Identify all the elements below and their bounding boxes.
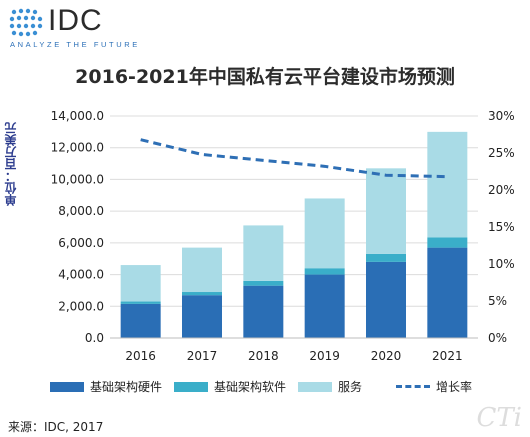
bar-services-2020 [366, 168, 406, 254]
legend-swatch-hardware [50, 381, 84, 392]
source-note: 来源：IDC, 2017 [8, 420, 104, 434]
bar-services-2019 [304, 198, 345, 269]
legend-item-growth: 增长率 [396, 378, 472, 395]
y-right-tick-label: 20% [488, 183, 515, 197]
bar-hardware-2019 [304, 274, 345, 338]
globe-icon [9, 8, 43, 37]
bar-software-2021 [427, 237, 468, 248]
legend-swatch-services [298, 381, 332, 392]
watermark: CTi [476, 403, 522, 433]
bar-software-2018 [243, 280, 284, 286]
legend-swatch-software [174, 381, 208, 392]
y-right-tick-label: 0% [488, 331, 507, 345]
y-right-tick-label: 10% [488, 257, 515, 271]
legend: 基础架构硬件 基础架构软件 服务 增长率 [50, 378, 520, 398]
chart-title: 2016-2021年中国私有云平台建设市场预测 [75, 66, 455, 88]
bar-hardware-2016 [120, 303, 161, 338]
bar-services-2016 [120, 265, 161, 302]
legend-label-hardware: 基础架构硬件 [90, 380, 163, 394]
legend-swatch-growth [396, 385, 430, 388]
logo-text: IDC [48, 4, 103, 37]
legend-label-services: 服务 [338, 380, 363, 394]
y-right-tick-label: 5% [488, 294, 507, 308]
x-tick-label: 2017 [187, 349, 218, 363]
legend-label-software: 基础架构软件 [214, 380, 287, 394]
x-tick-label: 2021 [432, 349, 463, 363]
y-left-tick-label: 14,000.0 [51, 109, 104, 123]
bar-hardware-2021 [427, 247, 468, 338]
bar-hardware-2017 [182, 295, 222, 338]
y-right-tick-label: 15% [488, 220, 515, 234]
logo-tagline: ANALYZE THE FUTURE [10, 40, 140, 49]
x-tick-label: 2019 [309, 349, 340, 363]
bar-services-2017 [182, 247, 222, 293]
legend-label-growth: 增长率 [436, 380, 473, 394]
y-left-tick-label: 6,000.0 [58, 236, 104, 250]
bar-services-2018 [243, 225, 284, 281]
bar-software-2016 [120, 301, 161, 304]
bar-hardware-2020 [366, 261, 406, 338]
x-tick-label: 2020 [371, 349, 402, 363]
idc-logo: IDC ANALYZE THE FUTURE [8, 4, 148, 50]
bar-hardware-2018 [243, 285, 284, 338]
y-left-tick-label: 0.0 [85, 331, 104, 345]
y-left-tick-label: 2,000.0 [58, 299, 104, 313]
legend-item-hardware: 基础架构硬件 [50, 378, 162, 395]
x-tick-label: 2016 [125, 349, 156, 363]
legend-item-software: 基础架构软件 [174, 378, 286, 395]
bar-software-2020 [366, 253, 406, 262]
growth-rate-line [140, 138, 448, 179]
bar-software-2017 [182, 292, 222, 296]
y-left-tick-label: 12,000.0 [51, 141, 104, 155]
y-left-tick-label: 10,000.0 [51, 172, 104, 186]
bar-services-2021 [427, 131, 468, 238]
y-right-tick-label: 30% [488, 109, 515, 123]
x-tick-label: 2018 [248, 349, 279, 363]
y-right-tick-label: 25% [488, 146, 515, 160]
bar-software-2019 [304, 268, 345, 275]
legend-item-services: 服务 [298, 378, 362, 395]
y-left-tick-label: 4,000.0 [58, 268, 104, 282]
y-left-tick-label: 8,000.0 [58, 204, 104, 218]
